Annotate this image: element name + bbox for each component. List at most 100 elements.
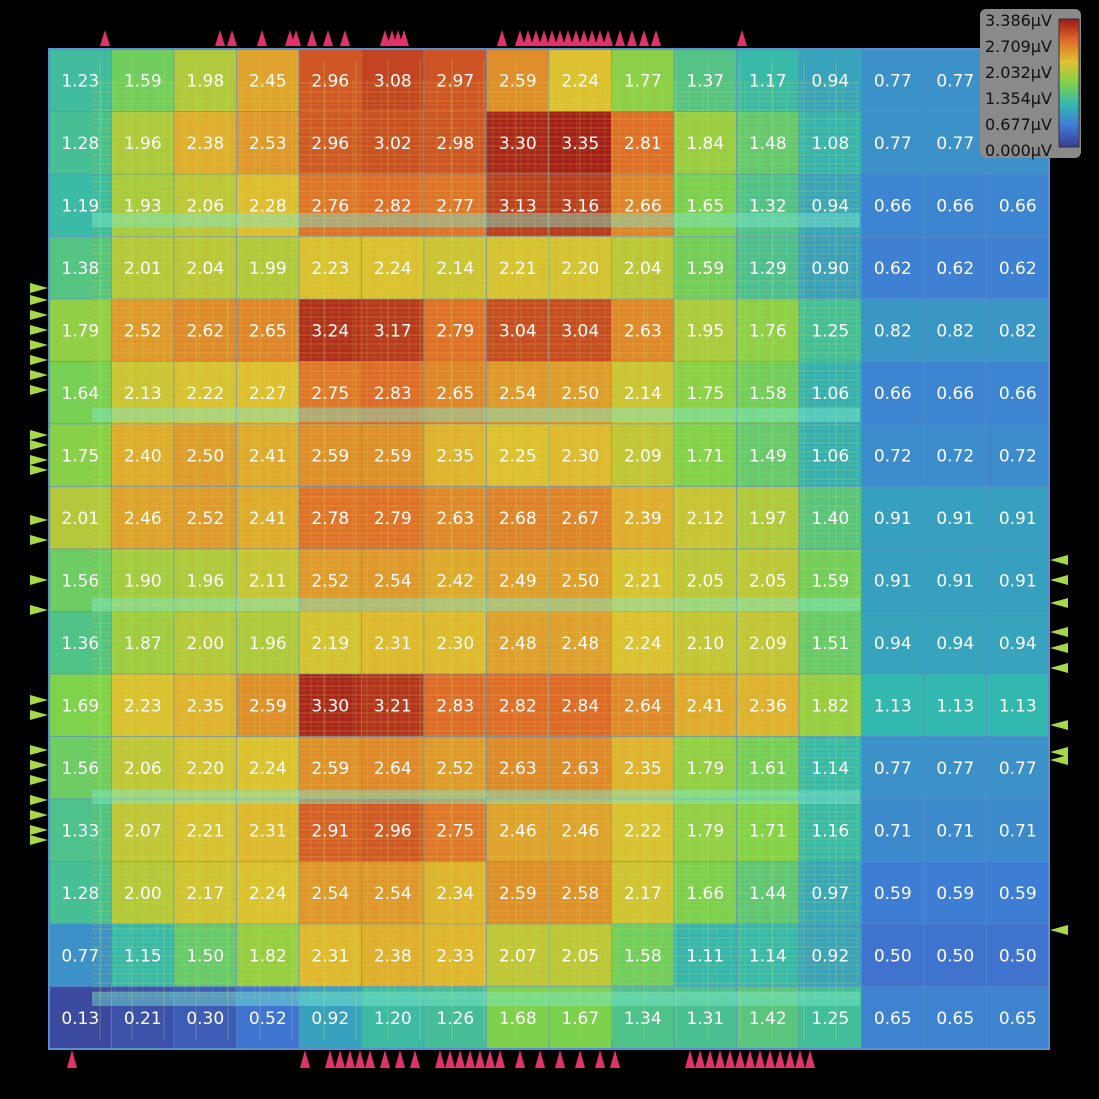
cell-value-label: 1.71	[686, 446, 724, 466]
cell-value-label: 1.50	[186, 946, 224, 966]
cell-value-label: 2.41	[686, 696, 724, 716]
cell-value-label: 1.56	[61, 759, 99, 779]
cell-value-label: 2.28	[249, 196, 287, 216]
cell-value-label: 3.30	[311, 696, 349, 716]
power-stripe	[92, 992, 860, 1006]
colorbar-tick-label: 1.354µV	[985, 89, 1052, 108]
cell-value-label: 1.96	[124, 134, 162, 154]
cell-value-label: 1.14	[811, 759, 849, 779]
cell-value-label: 0.66	[874, 196, 912, 216]
io-pin	[30, 710, 48, 720]
cell-value-label: 0.91	[936, 509, 974, 529]
cell-value-label: 0.62	[936, 259, 974, 279]
cell-value-label: 2.01	[124, 259, 162, 279]
cell-value-label: 1.64	[61, 384, 99, 404]
cell-value-label: 2.12	[686, 509, 724, 529]
cell-value-label: 1.96	[186, 571, 224, 591]
cell-value-label: 1.58	[749, 384, 787, 404]
cell-value-label: 2.59	[374, 446, 412, 466]
cell-value-label: 1.48	[749, 134, 787, 154]
io-pin	[30, 810, 48, 820]
cell-value-label: 2.59	[311, 759, 349, 779]
cell-value-label: 0.77	[874, 71, 912, 91]
io-pin	[1050, 663, 1068, 673]
cell-value-label: 2.24	[249, 884, 287, 904]
cell-value-label: 0.92	[811, 946, 849, 966]
cell-value-label: 0.82	[874, 321, 912, 341]
cell-value-label: 2.35	[624, 759, 662, 779]
cell-value-label: 0.94	[936, 634, 974, 654]
cell-value-label: 0.66	[874, 384, 912, 404]
io-pin	[30, 695, 48, 705]
cell-value-label: 1.34	[624, 1009, 662, 1029]
cell-value-label: 0.77	[999, 759, 1037, 779]
cell-value-label: 1.68	[499, 1009, 537, 1029]
cell-value-label: 2.53	[249, 134, 287, 154]
cell-value-label: 0.50	[999, 946, 1037, 966]
cell-value-label: 0.21	[124, 1009, 162, 1029]
io-pin	[30, 385, 48, 395]
cell-value-label: 0.62	[999, 259, 1037, 279]
io-pin	[579, 30, 589, 46]
cell-value-label: 0.65	[936, 1009, 974, 1029]
io-pin	[355, 1050, 365, 1068]
cell-value-label: 1.13	[874, 696, 912, 716]
io-pin	[30, 295, 48, 305]
colorbar-tick-label: 0.000µV	[985, 141, 1052, 160]
cell-value-label: 0.94	[811, 71, 849, 91]
cell-value-label: 2.82	[499, 696, 537, 716]
cell-value-label: 1.33	[61, 821, 99, 841]
cell-value-label: 3.21	[374, 696, 412, 716]
cell-value-label: 3.13	[499, 196, 537, 216]
cell-value-label: 2.65	[249, 321, 287, 341]
cell-value-label: 3.30	[499, 134, 537, 154]
io-pin	[1050, 755, 1068, 765]
cell-value-label: 2.96	[311, 134, 349, 154]
cell-value-label: 1.26	[436, 1009, 474, 1029]
cell-value-label: 1.23	[61, 71, 99, 91]
cell-value-label: 1.19	[61, 196, 99, 216]
io-pin	[30, 775, 48, 785]
io-pin	[595, 30, 605, 46]
io-pin	[1050, 925, 1068, 935]
io-pin	[30, 465, 48, 475]
cell-value-label: 1.84	[686, 134, 724, 154]
cell-value-label: 1.11	[686, 946, 724, 966]
cell-value-label: 2.04	[624, 259, 662, 279]
cell-value-label: 2.46	[124, 509, 162, 529]
cell-value-label: 2.39	[624, 509, 662, 529]
cell-value-label: 2.10	[686, 634, 724, 654]
cell-value-label: 1.79	[686, 821, 724, 841]
io-pin	[30, 325, 48, 335]
io-pin	[555, 30, 565, 46]
cell-value-label: 2.24	[249, 759, 287, 779]
cell-value-label: 2.76	[311, 196, 349, 216]
cell-value-label: 1.67	[561, 1009, 599, 1029]
cell-value-label: 2.05	[686, 571, 724, 591]
cell-value-label: 0.91	[874, 571, 912, 591]
cell-value-label: 1.28	[61, 884, 99, 904]
cell-value-label: 2.82	[374, 196, 412, 216]
cell-value-label: 0.65	[999, 1009, 1037, 1029]
cell-value-label: 2.50	[561, 571, 599, 591]
cell-value-label: 0.72	[999, 446, 1037, 466]
cell-value-label: 1.98	[186, 71, 224, 91]
io-pin	[515, 30, 525, 46]
cell-value-label: 2.23	[311, 259, 349, 279]
cell-value-label: 2.22	[624, 821, 662, 841]
io-pin	[435, 1050, 445, 1068]
cell-value-label: 1.82	[811, 696, 849, 716]
io-pin	[323, 30, 333, 46]
cell-value-label: 1.69	[61, 696, 99, 716]
cell-value-label: 0.65	[874, 1009, 912, 1029]
io-pin	[535, 1050, 545, 1068]
cell-value-label: 2.46	[499, 821, 537, 841]
io-pin	[335, 1050, 345, 1068]
io-pin	[1050, 720, 1068, 730]
cell-value-label: 2.67	[561, 509, 599, 529]
cell-value-label: 1.95	[686, 321, 724, 341]
cell-value-label: 0.91	[874, 509, 912, 529]
cell-value-label: 1.13	[999, 696, 1037, 716]
io-pin	[340, 30, 350, 46]
cell-value-label: 1.87	[124, 634, 162, 654]
